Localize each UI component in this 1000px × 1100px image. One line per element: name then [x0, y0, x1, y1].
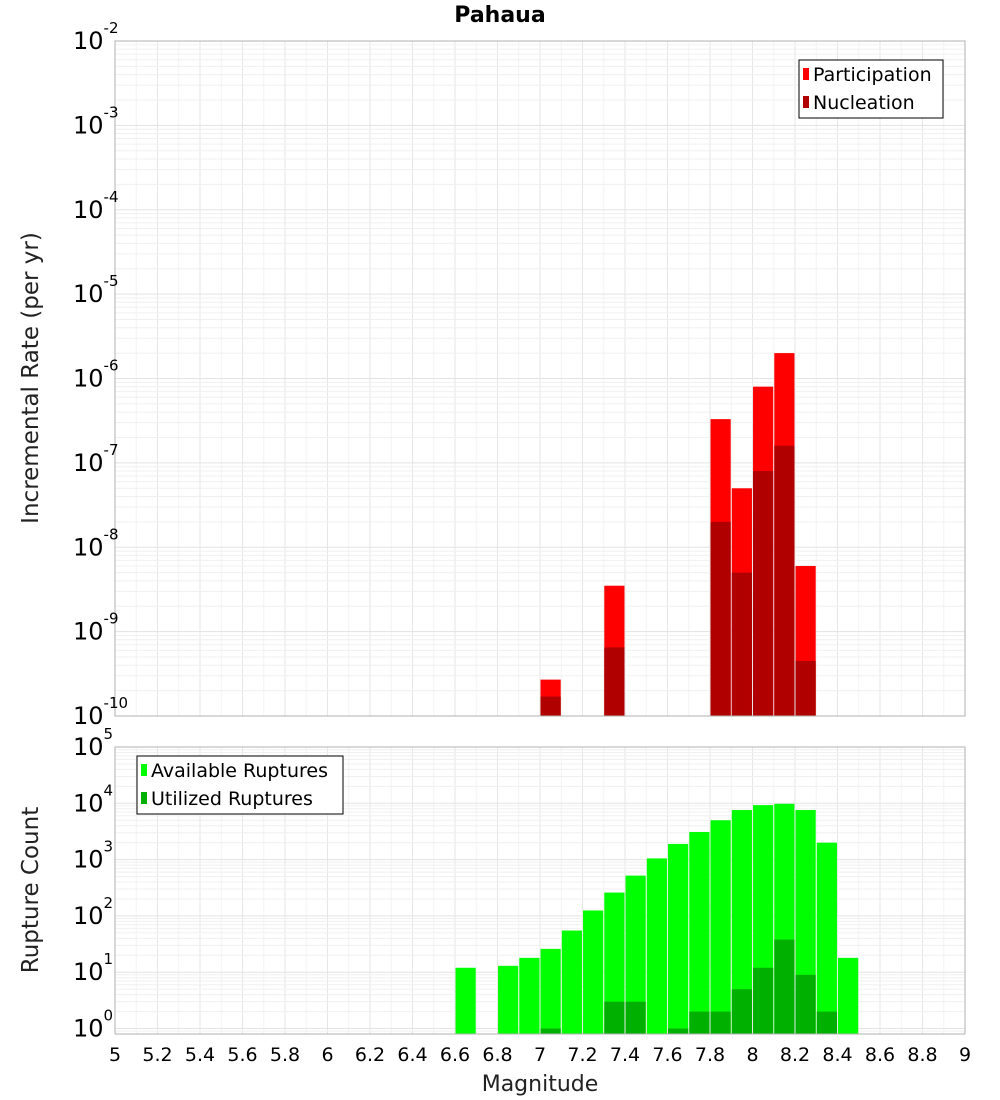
bottom-panel: 100 101 102 103 104 105 Rupture Count Available…: [18, 725, 971, 1097]
y-tick-label: 10-4: [73, 188, 119, 224]
y-tick-label: 100: [73, 1007, 113, 1043]
legend-swatch: [141, 792, 147, 804]
bar-utilized-ruptures: [689, 1011, 710, 1034]
x-tick-label: 7: [534, 1044, 546, 1066]
y-tick-label: 10-3: [73, 103, 119, 139]
plot-border: [114, 40, 966, 717]
legend-label: Available Ruptures: [151, 760, 328, 782]
x-tick-label: 6: [321, 1044, 333, 1066]
y-axis-title: Rupture Count: [18, 807, 44, 973]
bar-nucleation: [753, 471, 774, 716]
x-tick-label: 5.6: [227, 1044, 257, 1066]
chart-title: Pahaua: [454, 3, 545, 28]
x-tick-label: 7.8: [695, 1044, 725, 1066]
x-tick-label: 6.6: [440, 1044, 470, 1066]
legend-label: Participation: [813, 64, 932, 86]
x-tick-label: 7.4: [610, 1044, 640, 1066]
y-tick-label: 104: [73, 781, 113, 817]
y-tick-label: 10-8: [73, 525, 119, 561]
bar-nucleation: [774, 445, 795, 716]
bar-available-ruptures: [498, 965, 519, 1034]
x-tick-label: 8.8: [907, 1044, 937, 1066]
bar-nucleation: [540, 696, 561, 716]
y-tick-label: 10-10: [73, 694, 128, 730]
legend-box: [136, 755, 344, 815]
bar-available-ruptures: [668, 843, 689, 1034]
x-tick-label: 6.2: [355, 1044, 385, 1066]
x-tick-label: 5.2: [142, 1044, 172, 1066]
x-tick-label: 6.4: [397, 1044, 427, 1066]
bar-available-ruptures: [604, 892, 625, 1034]
bar-utilized-ruptures: [731, 989, 752, 1034]
bar-available-ruptures: [583, 910, 604, 1034]
bar-available-ruptures: [540, 948, 561, 1034]
y-tick-label: 103: [73, 838, 113, 874]
bar-utilized-ruptures: [668, 1028, 689, 1034]
bar-nucleation: [731, 572, 752, 716]
x-tick-label: 8.6: [865, 1044, 895, 1066]
bar-utilized-ruptures: [604, 1001, 625, 1034]
plot-border: [114, 746, 966, 1035]
y-tick-label: 105: [73, 725, 113, 761]
bar-utilized-ruptures: [710, 1011, 731, 1034]
x-tick-label: 7.6: [652, 1044, 682, 1066]
bar-available-ruptures: [710, 820, 731, 1034]
legend-label: Utilized Ruptures: [151, 788, 313, 810]
x-tick-label: 6.8: [482, 1044, 512, 1066]
bar-available-ruptures: [689, 831, 710, 1034]
legend-swatch: [803, 68, 809, 80]
y-tick-label: 10-7: [73, 441, 119, 477]
bar-available-ruptures: [455, 967, 476, 1034]
legend-box: [798, 59, 944, 119]
bar-available-ruptures: [816, 842, 837, 1034]
x-tick-label: 9: [959, 1044, 971, 1066]
bar-utilized-ruptures: [625, 1001, 646, 1034]
x-axis-title: Magnitude: [482, 1072, 599, 1097]
x-tick-label: 7.2: [567, 1044, 597, 1066]
bar-utilized-ruptures: [753, 967, 774, 1034]
x-tick-label: 8.4: [822, 1044, 852, 1066]
legend-label: Nucleation: [813, 92, 915, 114]
y-tick-label: 10-2: [73, 19, 119, 55]
bar-utilized-ruptures: [795, 974, 816, 1034]
bar-nucleation: [795, 660, 816, 716]
x-tick-label: 8: [746, 1044, 758, 1066]
y-tick-label: 101: [73, 950, 113, 986]
bar-available-ruptures: [838, 957, 859, 1034]
bar-available-ruptures: [561, 930, 582, 1034]
bar-available-ruptures: [625, 875, 646, 1034]
x-tick-label: 5.4: [185, 1044, 215, 1066]
y-tick-label: 10-5: [73, 272, 119, 308]
y-tick-label: 102: [73, 894, 113, 930]
legend-swatch: [141, 764, 147, 776]
bar-utilized-ruptures: [540, 1028, 561, 1034]
y-axis-title: Incremental Rate (per yr): [18, 232, 44, 524]
bar-nucleation: [604, 647, 625, 716]
bar-available-ruptures: [646, 858, 667, 1034]
bar-utilized-ruptures: [774, 939, 795, 1034]
bar-nucleation: [710, 521, 731, 716]
bar-available-ruptures: [731, 810, 752, 1034]
legend-swatch: [803, 96, 809, 108]
x-tick-label: 5: [109, 1044, 121, 1066]
y-tick-label: 10-6: [73, 357, 119, 393]
top-panel: 10-10 10-9 10-8 10-7 10-6 10-5 10-4 10-3 10-2 Inc…: [18, 19, 966, 730]
bar-utilized-ruptures: [816, 1011, 837, 1034]
y-tick-label: 10-9: [73, 610, 119, 646]
bar-available-ruptures: [519, 957, 540, 1034]
x-tick-label: 8.2: [780, 1044, 810, 1066]
x-tick-label: 5.8: [270, 1044, 300, 1066]
